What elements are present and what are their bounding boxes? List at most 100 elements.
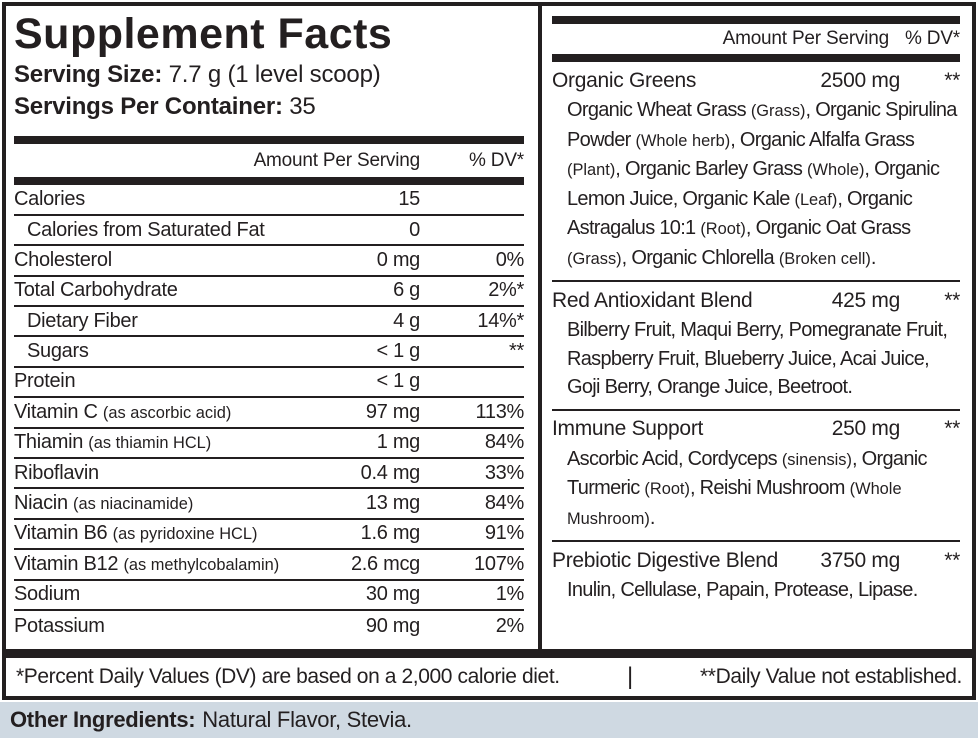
nutrient-amount: < 1 g — [376, 370, 420, 393]
blend-ingredients: Inulin, Cellulase, Papain, Protease, Lip… — [567, 579, 918, 601]
nutrient-dv: 0% — [495, 248, 525, 271]
nutrition-column: Supplement Facts Serving Size: 7.7 g (1 … — [6, 6, 542, 649]
serving-size-line: Serving Size: 7.7 g (1 level scoop) — [14, 59, 524, 91]
servings-per-container-value: 35 — [289, 93, 316, 121]
nutrient-amount: 97 mg — [365, 400, 420, 423]
nutrient-name: Vitamin B12 (as methylcobalamin) — [14, 552, 280, 575]
supplement-facts-panel: Supplement Facts Serving Size: 7.7 g (1 … — [2, 2, 976, 700]
blend-ingredients: Ascorbic Acid, Cordyceps (sinensis), Org… — [567, 447, 928, 529]
blend-amount: 250 mg — [831, 417, 901, 440]
nutrient-amount: 0 — [409, 218, 420, 241]
nutrient-dv: 2% — [495, 614, 525, 637]
nutrient-amount: < 1 g — [376, 340, 420, 363]
blend-amount: 3750 mg — [820, 548, 900, 572]
servings-per-container-line: Servings Per Container: 35 — [14, 91, 524, 123]
divider-bar — [552, 54, 960, 62]
blend-dv: ** — [944, 288, 960, 312]
panel-columns: Supplement Facts Serving Size: 7.7 g (1 … — [6, 6, 972, 649]
table-row-niacin: Niacin (as niacinamide) 13 mg 84% — [14, 489, 524, 520]
blend-prebiotic-digestive: Prebiotic Digestive Blend 3750 mg ** Inu… — [552, 542, 960, 612]
table-row-riboflavin: Riboflavin 0.4 mg 33% — [14, 459, 524, 490]
serving-size-label: Serving Size: — [14, 61, 163, 89]
nutrient-name: Riboflavin — [14, 461, 99, 484]
nutrient-dv: ** — [509, 340, 524, 363]
blend-name: Prebiotic Digestive Blend — [552, 548, 778, 572]
nutrient-name: Protein — [14, 370, 76, 393]
divider-bar — [14, 136, 524, 145]
nutrient-name: Vitamin B6 (as pyridoxine HCL) — [14, 522, 258, 545]
nutrient-amount: 13 mg — [365, 492, 420, 515]
nutrient-dv: 91% — [484, 522, 524, 545]
nutrient-amount: 90 mg — [365, 614, 420, 637]
amount-per-serving-header: Amount Per Serving — [253, 149, 421, 171]
blend-red-antioxidant: Red Antioxidant Blend 425 mg ** Bilberry… — [552, 282, 960, 411]
nutrient-dv: 1% — [495, 583, 525, 606]
nutrient-name: Dietary Fiber — [27, 309, 138, 332]
blend-name: Organic Greens — [552, 68, 697, 92]
table-row-sodium: Sodium 30 mg 1% — [14, 581, 524, 611]
table-row-calories: Calories 15 — [14, 185, 524, 216]
other-ingredients-label: Other Ingredients: — [10, 707, 196, 732]
divider-bar — [14, 177, 524, 186]
blends-table-header-row: Amount Per Serving % DV* — [552, 24, 961, 54]
blend-dv: ** — [944, 548, 960, 572]
nutrient-amount: 2.6 mcg — [350, 552, 420, 575]
nutrient-name: Vitamin C (as ascorbic acid) — [14, 400, 232, 423]
blend-ingredients: Organic Wheat Grass (Grass), Organic Spi… — [567, 99, 957, 269]
blend-header-row: Immune Support 250 mg ** — [552, 414, 960, 445]
nutrient-dv: 113% — [475, 400, 525, 423]
table-row-vitamin-c: Vitamin C (as ascorbic acid) 97 mg 113% — [14, 398, 525, 429]
amount-per-serving-header: Amount Per Serving — [722, 28, 890, 49]
nutrient-amount: 4 g — [393, 309, 420, 332]
servings-per-container-label: Servings Per Container: — [14, 93, 283, 121]
footnote-divider-bar — [6, 649, 972, 658]
table-header-row: Amount Per Serving % DV* — [14, 144, 525, 177]
blend-name: Red Antioxidant Blend — [552, 288, 753, 312]
blend-organic-greens: Organic Greens 2500 mg ** Organic Wheat … — [552, 62, 960, 282]
nutrient-name: Sugars — [27, 340, 89, 363]
blend-dv: ** — [944, 68, 960, 92]
serving-size-value: 7.7 g (1 level scoop) — [168, 61, 381, 89]
nutrient-name: Calories from Saturated Fat — [27, 218, 265, 241]
table-row-cholesterol: Cholesterol 0 mg 0% — [14, 246, 525, 277]
blend-name: Immune Support — [552, 417, 704, 440]
table-row-potassium: Potassium 90 mg 2% — [14, 611, 524, 641]
nutrient-dv: 33% — [484, 461, 524, 484]
nutrient-amount: 1.6 mg — [360, 522, 421, 545]
nutrient-dv: 14%* — [477, 309, 524, 332]
percent-dv-footnote: *Percent Daily Values (DV) are based on … — [16, 665, 560, 688]
nutrient-amount: 0.4 mg — [360, 461, 421, 484]
other-ingredients-value: Natural Flavor, Stevia. — [202, 707, 412, 732]
nutrient-name: Potassium — [14, 614, 105, 637]
table-row-total-carbohydrate: Total Carbohydrate 6 g 2%* — [14, 277, 524, 307]
nutrient-amount: 6 g — [393, 279, 420, 302]
supplement-facts-title: Supplement Facts — [14, 10, 393, 58]
nutrient-name: Cholesterol — [14, 248, 112, 271]
footnote-row: *Percent Daily Values (DV) are based on … — [6, 658, 972, 696]
table-row-sugars: Sugars < 1 g ** — [14, 337, 524, 368]
table-row-protein: Protein < 1 g — [14, 368, 524, 399]
blend-dv: ** — [944, 417, 960, 440]
table-row-thiamin: Thiamin (as thiamin HCL) 1 mg 84% — [14, 429, 524, 459]
nutrient-name: Total Carbohydrate — [14, 279, 178, 302]
nutrient-dv: 84% — [484, 431, 524, 454]
percent-dv-header: % DV* — [469, 149, 524, 171]
percent-dv-header: % DV* — [905, 28, 960, 49]
blend-immune-support: Immune Support 250 mg ** Ascorbic Acid, … — [552, 411, 960, 542]
nutrient-amount: 0 mg — [376, 248, 421, 271]
blend-header-row: Organic Greens 2500 mg ** — [552, 65, 960, 96]
nutrient-dv: 2%* — [488, 279, 524, 302]
nutrient-name: Sodium — [14, 583, 81, 606]
nutrient-name: Thiamin (as thiamin HCL) — [14, 431, 212, 454]
nutrient-name: Niacin (as niacinamide) — [14, 492, 194, 515]
blend-amount: 2500 mg — [820, 68, 900, 92]
table-row-calories-saturated-fat: Calories from Saturated Fat 0 — [14, 216, 524, 247]
blend-header-row: Prebiotic Digestive Blend 3750 mg ** — [552, 545, 960, 576]
blend-amount: 425 mg — [831, 288, 901, 312]
divider-bar — [552, 16, 960, 24]
nutrient-dv: 107% — [474, 552, 524, 575]
dv-not-established-footnote: **Daily Value not established. — [700, 665, 962, 688]
footnote-separator: | — [626, 663, 633, 690]
nutrient-name: Calories — [14, 188, 85, 211]
nutrient-amount: 1 mg — [376, 431, 421, 454]
